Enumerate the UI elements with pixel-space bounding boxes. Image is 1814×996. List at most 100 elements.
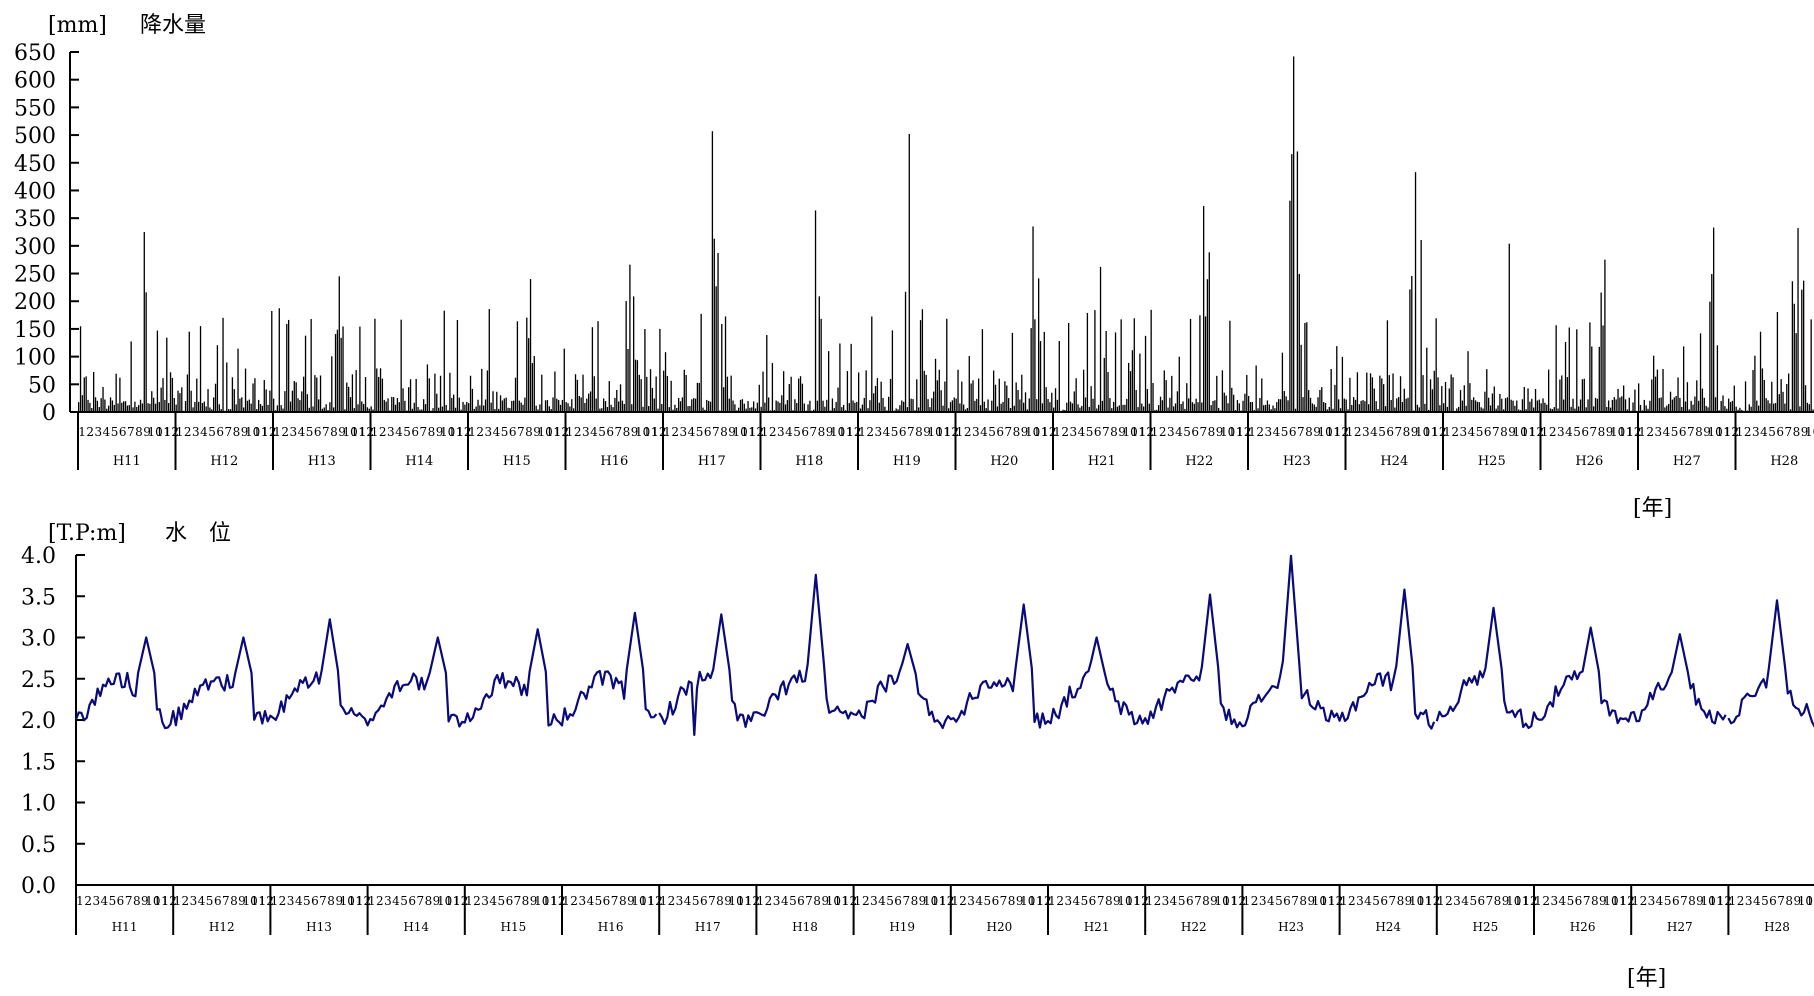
rain-bar — [1042, 403, 1043, 412]
rain-bar — [1522, 399, 1523, 412]
level-year-label: H18 — [792, 920, 818, 934]
rain-bar — [837, 388, 838, 412]
level-month-label: 7 — [902, 894, 910, 908]
rain-bar — [890, 379, 891, 412]
rain-bar — [440, 376, 441, 412]
rain-bar — [1797, 228, 1798, 412]
level-month-label: 1 — [1437, 894, 1445, 908]
level-month-label: 5 — [1178, 894, 1186, 908]
rain-bar — [1632, 402, 1633, 412]
rain-bar — [1031, 328, 1032, 412]
rain-bar — [1104, 358, 1105, 412]
rain-bar — [603, 398, 604, 412]
rain-bar — [652, 388, 653, 412]
rain-bar — [1361, 401, 1362, 412]
rain-month-label: 7 — [1102, 425, 1110, 439]
rain-bar — [1432, 389, 1433, 412]
level-year-label: H17 — [695, 920, 721, 934]
level-month-label: 6 — [1283, 894, 1291, 908]
rain-bar — [202, 403, 203, 412]
level-month-label: 4 — [1558, 894, 1566, 908]
rain-month-label: 3 — [1167, 425, 1175, 439]
rain-bar — [768, 397, 769, 412]
rain-month-label: 2 — [1646, 425, 1654, 439]
rain-bar — [521, 403, 522, 412]
level-month-label: 5 — [109, 894, 117, 908]
rain-month-label: 1 — [468, 425, 476, 439]
rain-bar — [1422, 375, 1423, 412]
rain-month-label: 8 — [818, 425, 826, 439]
rain-bar — [168, 403, 169, 412]
rain-bar — [1809, 404, 1810, 412]
rain-bar — [826, 400, 827, 412]
rain-bar — [492, 391, 493, 412]
level-year-label: H19 — [889, 920, 915, 934]
rain-bar — [1464, 385, 1465, 412]
rain-bar — [1803, 281, 1804, 412]
rain-bar — [254, 378, 255, 412]
rain-bar — [1047, 399, 1048, 412]
rain-bar — [346, 383, 347, 412]
rain-bar — [80, 326, 81, 412]
rain-bar — [753, 401, 754, 412]
rain-bar — [937, 380, 938, 412]
rain-bar — [1278, 399, 1279, 412]
level-month-label: 3 — [1259, 894, 1267, 908]
rain-bar — [875, 386, 876, 412]
rain-bar — [342, 326, 343, 412]
rain-month-label: 1 — [176, 425, 184, 439]
rain-bar — [807, 404, 808, 412]
rain-month-label: 8 — [1208, 425, 1216, 439]
rain-bar — [408, 387, 409, 412]
rain-month-label: 2 — [1354, 425, 1362, 439]
rain-bar — [479, 405, 480, 412]
rain-bar — [946, 319, 947, 412]
rain-bar — [176, 405, 177, 412]
rain-bar — [1248, 396, 1249, 412]
rain-bar — [1773, 404, 1774, 412]
rain-year-label: H21 — [1088, 454, 1116, 469]
rain-bar — [1139, 354, 1140, 412]
rain-bar — [1068, 323, 1069, 412]
rain-month-label: 5 — [1281, 425, 1289, 439]
rain-month-label: 4 — [493, 425, 501, 439]
rain-bar — [1083, 370, 1084, 412]
rain-bar — [1801, 290, 1802, 412]
rain-bar — [1233, 395, 1234, 412]
rain-bar — [513, 401, 514, 412]
rain-bar — [554, 372, 555, 413]
rain-bar — [1556, 325, 1557, 412]
rain-bar — [954, 397, 955, 412]
rain-month-label: 7 — [224, 425, 232, 439]
rain-bar — [1269, 404, 1270, 412]
rain-bar — [380, 368, 381, 412]
rain-bar — [1130, 371, 1131, 412]
rain-bar — [1436, 318, 1437, 412]
rain-bar — [787, 400, 788, 412]
rain-bar — [926, 375, 927, 412]
rain-bar — [817, 401, 818, 412]
rain-month-label: 8 — [720, 425, 728, 439]
rain-bar — [296, 382, 297, 412]
rain-bar — [961, 382, 962, 412]
rain-y-tick-label: 100 — [14, 346, 56, 371]
rain-bar — [123, 401, 124, 412]
rain-month-label: 7 — [1492, 425, 1500, 439]
rain-bar — [1704, 398, 1705, 412]
level-month-label: 5 — [206, 894, 214, 908]
level-month-label: 1 — [1145, 894, 1153, 908]
rain-bar — [804, 403, 805, 412]
rain-bar — [1732, 401, 1733, 412]
level-month-label: 6 — [797, 894, 805, 908]
rain-bar — [616, 390, 617, 412]
level-month-label: 8 — [522, 894, 530, 908]
rain-bar — [1625, 399, 1626, 412]
rain-bar — [1314, 405, 1315, 412]
rain-bar — [1661, 397, 1662, 412]
rain-month-label: 2 — [1159, 425, 1167, 439]
rain-bar — [329, 402, 330, 412]
rain-month-label: 3 — [1362, 425, 1370, 439]
level-month-label: 5 — [1081, 894, 1089, 908]
rain-year-label: H14 — [405, 454, 433, 469]
rain-bar — [691, 399, 692, 412]
